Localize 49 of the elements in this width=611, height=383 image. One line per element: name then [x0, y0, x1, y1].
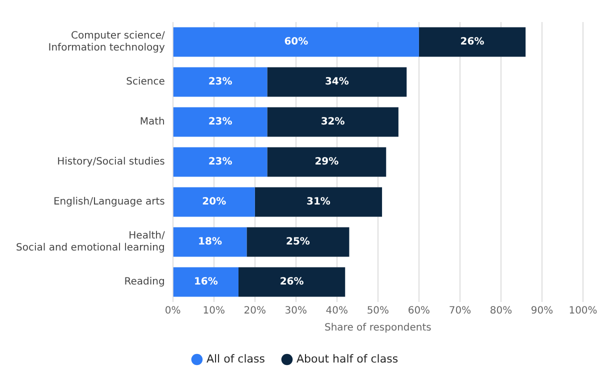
x-tick-label: 100%: [568, 306, 598, 317]
legend-label: All of class: [206, 352, 266, 366]
x-tick-label: 70%: [448, 306, 472, 317]
data-label: 60%: [284, 36, 308, 48]
bar: [173, 107, 268, 137]
bar: [254, 187, 382, 217]
y-tick-label: Health/Social and emotional learning: [16, 230, 166, 254]
x-tick-label: 60%: [408, 306, 430, 317]
x-tick-label: 30%: [284, 306, 308, 317]
x-tick-label: 80%: [490, 306, 512, 317]
x-tick-label: 90%: [530, 306, 554, 317]
bar: [418, 27, 526, 57]
data-label: 23%: [208, 76, 232, 88]
bar: [173, 187, 255, 217]
data-label: 20%: [202, 196, 226, 208]
y-tick-label: Reading: [124, 276, 165, 288]
x-axis-title: Share of respondents: [324, 322, 432, 334]
bar: [173, 147, 268, 177]
y-tick-label: Science: [126, 76, 165, 88]
data-label: 29%: [314, 156, 339, 168]
data-label: 16%: [194, 276, 218, 288]
x-tick-label: 0%: [164, 306, 181, 317]
x-tick-label: 50%: [366, 306, 390, 317]
bar: [267, 67, 407, 97]
y-tick-label: History/Social studies: [57, 156, 165, 168]
y-tick-label: Math: [140, 116, 165, 128]
y-tick-label: English/Language arts: [53, 196, 165, 208]
data-label: 34%: [324, 76, 349, 88]
x-tick-label: 40%: [326, 306, 348, 317]
data-label: 32%: [320, 116, 345, 128]
bar: [238, 267, 346, 297]
x-tick-label: 10%: [202, 306, 225, 317]
bar: [173, 227, 247, 257]
data-label: 26%: [280, 276, 304, 288]
data-label: 23%: [208, 116, 232, 128]
data-label: 25%: [286, 236, 310, 248]
data-label: 26%: [460, 36, 484, 48]
data-label: 31%: [306, 196, 330, 208]
bar: [246, 227, 350, 257]
bar: [173, 267, 238, 297]
data-label: 23%: [208, 156, 232, 168]
legend-label: About half of class: [296, 352, 398, 366]
bar: [173, 27, 419, 57]
y-tick-label: Computer science/Information technology: [48, 30, 166, 54]
bar: [173, 67, 268, 97]
data-label: 18%: [198, 236, 222, 248]
bar: [267, 147, 386, 177]
x-tick-label: 20%: [244, 306, 266, 317]
bar: [267, 107, 398, 137]
